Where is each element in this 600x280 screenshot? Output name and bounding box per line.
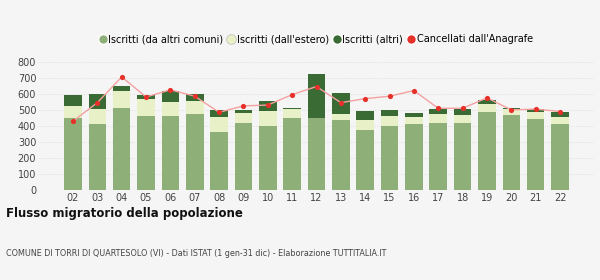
Bar (161, 102, 179, 116)
Bar (503, 109, 520, 115)
Bar (405, 123, 422, 190)
Point (458, 106, 467, 111)
Bar (161, 91, 179, 102)
Bar (356, 120, 374, 130)
Bar (405, 113, 422, 117)
Bar (527, 119, 544, 190)
Legend: Iscritti (da altri comuni), Iscritti (dall'estero), Iscritti (altri), Cancellati: Iscritti (da altri comuni), Iscritti (da… (96, 31, 537, 48)
Bar (283, 108, 301, 109)
Bar (478, 100, 496, 104)
Bar (211, 117, 228, 132)
Bar (259, 126, 277, 190)
Bar (454, 109, 472, 115)
Text: Flusso migratorio della popolazione: Flusso migratorio della popolazione (6, 207, 243, 220)
Bar (454, 123, 472, 190)
Bar (211, 110, 228, 117)
Bar (235, 123, 252, 190)
Point (555, 109, 565, 114)
Bar (478, 111, 496, 190)
Point (531, 107, 541, 111)
Bar (527, 109, 544, 112)
Bar (381, 126, 398, 190)
Bar (113, 86, 130, 91)
Bar (89, 124, 106, 190)
Point (506, 108, 516, 112)
Bar (113, 108, 130, 190)
Bar (551, 117, 569, 123)
Bar (503, 115, 520, 190)
Bar (137, 99, 155, 116)
Bar (137, 95, 155, 99)
Point (482, 95, 492, 100)
Point (190, 94, 200, 99)
Bar (235, 110, 252, 113)
Bar (113, 91, 130, 108)
Bar (186, 114, 203, 190)
Bar (308, 74, 325, 118)
Text: COMUNE DI TORRI DI QUARTESOLO (VI) - Dati ISTAT (1 gen-31 dic) - Elaborazione TU: COMUNE DI TORRI DI QUARTESOLO (VI) - Dat… (6, 249, 386, 258)
Point (433, 106, 443, 111)
Point (336, 101, 346, 105)
Bar (332, 120, 350, 190)
Bar (332, 114, 350, 120)
Bar (454, 115, 472, 123)
Bar (89, 94, 106, 109)
Bar (478, 104, 496, 111)
Bar (235, 113, 252, 123)
Bar (186, 101, 203, 114)
Bar (89, 109, 106, 124)
Bar (186, 94, 203, 101)
Bar (430, 123, 447, 190)
Point (263, 103, 272, 107)
Point (117, 75, 127, 79)
Point (92, 101, 102, 105)
Bar (283, 118, 301, 190)
Point (287, 92, 297, 97)
Bar (332, 93, 350, 114)
Bar (64, 95, 82, 106)
Bar (161, 116, 179, 190)
Bar (211, 132, 228, 190)
Bar (527, 112, 544, 119)
Point (141, 95, 151, 99)
Bar (64, 106, 82, 118)
Bar (356, 111, 374, 120)
Point (68, 119, 78, 123)
Point (166, 88, 175, 92)
Bar (430, 109, 447, 114)
Bar (308, 118, 325, 190)
Point (409, 88, 419, 93)
Bar (503, 108, 520, 109)
Bar (259, 101, 277, 111)
Bar (64, 118, 82, 190)
Bar (283, 109, 301, 118)
Point (312, 84, 322, 89)
Bar (381, 110, 398, 116)
Point (385, 94, 394, 99)
Point (214, 110, 224, 115)
Point (361, 96, 370, 101)
Bar (137, 116, 155, 190)
Bar (259, 111, 277, 126)
Bar (551, 112, 569, 117)
Bar (356, 130, 374, 190)
Bar (405, 117, 422, 123)
Bar (430, 114, 447, 123)
Bar (381, 116, 398, 126)
Bar (551, 123, 569, 190)
Point (239, 104, 248, 108)
